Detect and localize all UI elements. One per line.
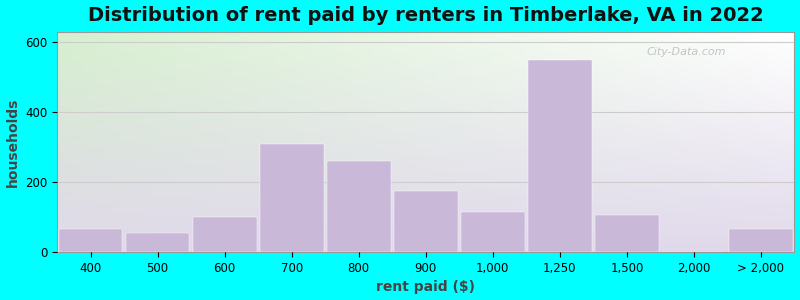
X-axis label: rent paid ($): rent paid ($)	[376, 280, 475, 294]
Bar	[193, 217, 257, 252]
Y-axis label: households: households	[6, 97, 19, 187]
Bar	[461, 212, 525, 252]
Bar	[126, 233, 190, 252]
Bar	[260, 144, 323, 252]
Text: City-Data.com: City-Data.com	[647, 47, 726, 57]
Bar	[729, 230, 793, 252]
Bar	[58, 230, 122, 252]
Bar	[528, 60, 592, 252]
Bar	[394, 191, 458, 252]
Bar	[595, 215, 658, 252]
Title: Distribution of rent paid by renters in Timberlake, VA in 2022: Distribution of rent paid by renters in …	[88, 6, 764, 25]
Bar	[327, 161, 390, 252]
